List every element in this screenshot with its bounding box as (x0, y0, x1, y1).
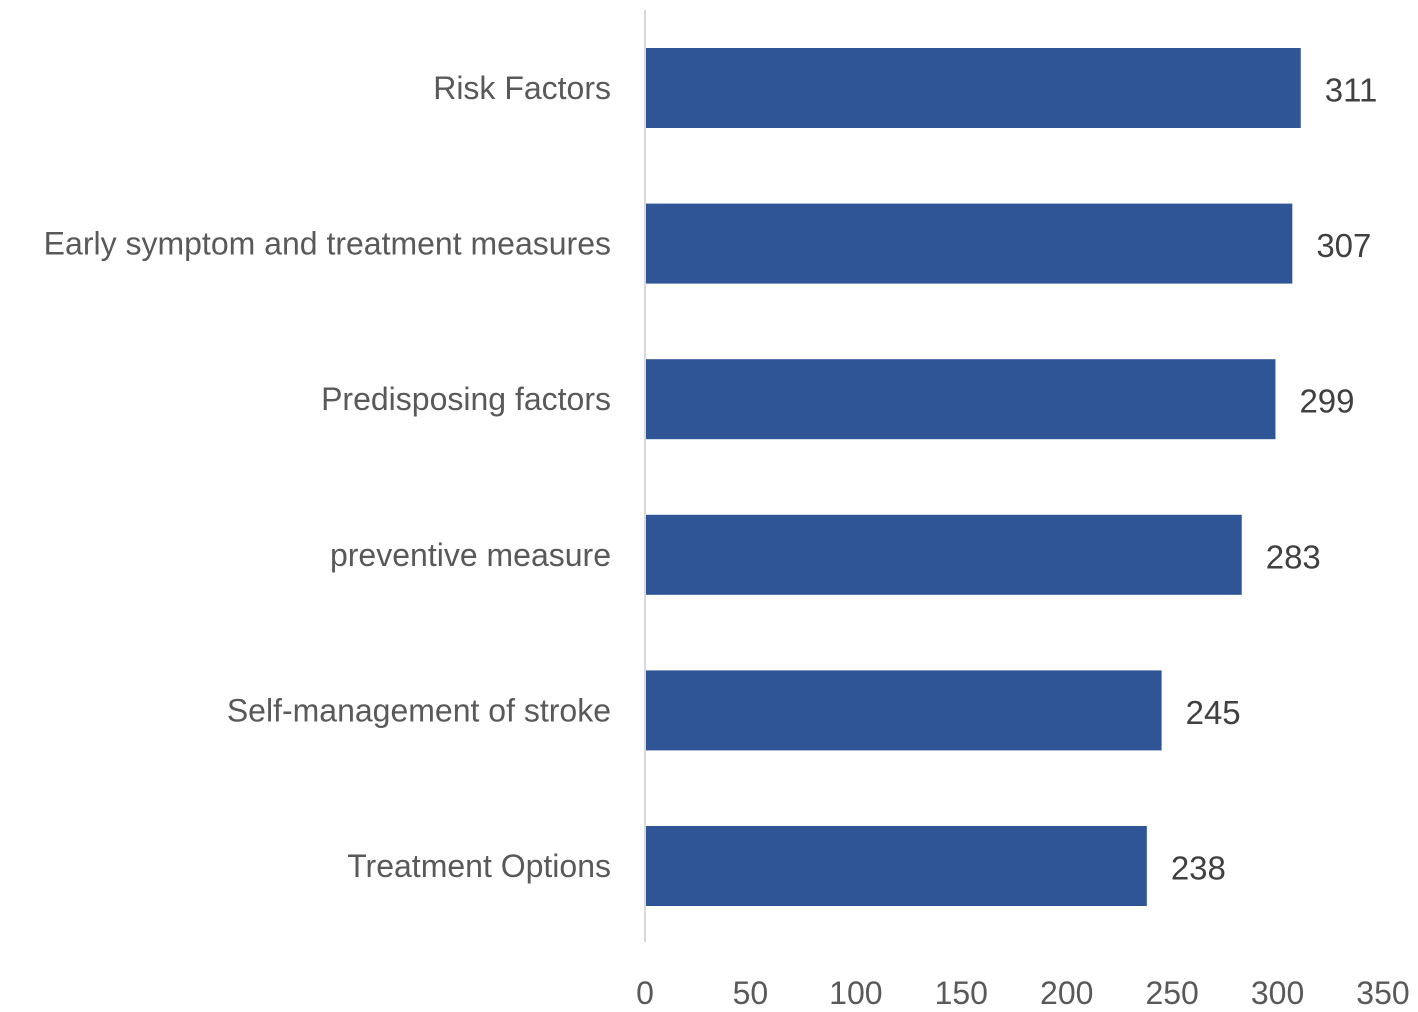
x-tick-label: 350 (1356, 975, 1409, 1011)
category-label: Risk Factors (433, 70, 611, 106)
data-labels-group: 311 307 299 283 245 238 (1171, 72, 1378, 887)
data-label: 307 (1316, 227, 1371, 264)
bars-group (646, 48, 1301, 906)
data-label: 245 (1186, 694, 1241, 731)
bar (646, 359, 1276, 440)
data-label: 238 (1171, 850, 1226, 887)
bar (646, 48, 1301, 128)
category-label: Treatment Options (347, 848, 611, 884)
category-label: Predisposing factors (321, 381, 611, 417)
bar (646, 826, 1147, 906)
category-labels-group: Risk Factors Early symptom and treatment … (44, 70, 611, 884)
x-tick-label: 150 (935, 975, 988, 1011)
category-label: Early symptom and treatment measures (44, 226, 611, 262)
x-tick-label: 300 (1251, 975, 1304, 1011)
x-tick-label: 250 (1145, 975, 1198, 1011)
x-tick-label: 100 (829, 975, 882, 1011)
x-tick-label: 50 (733, 975, 769, 1011)
category-label: Self-management of stroke (227, 692, 611, 728)
bar (646, 670, 1162, 751)
data-label: 283 (1266, 538, 1321, 575)
category-label: preventive measure (330, 537, 611, 573)
x-tick-label: 0 (636, 975, 654, 1011)
data-label: 299 (1299, 383, 1354, 420)
bar (646, 203, 1293, 284)
data-label: 311 (1325, 72, 1378, 109)
bar (646, 514, 1242, 595)
x-axis-tick-labels-group: 0 50 100 150 200 250 300 350 (636, 975, 1410, 1011)
x-tick-label: 200 (1040, 975, 1093, 1011)
